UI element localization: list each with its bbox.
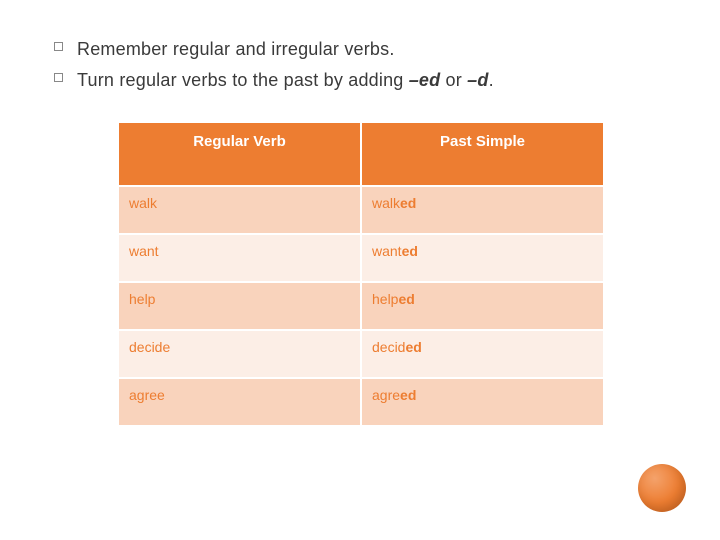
bullet-text: Turn regular verbs to the past by adding… — [77, 67, 494, 94]
cell-past: helped — [361, 282, 604, 330]
cell-base: walk — [118, 186, 361, 234]
past-root: walk — [372, 195, 400, 211]
bullet-item: Remember regular and irregular verbs. — [54, 36, 680, 63]
verb-table: Regular Verb Past Simple walk walked wan… — [117, 121, 605, 427]
table-row: decide decided — [118, 330, 604, 378]
cell-past: walked — [361, 186, 604, 234]
decor-circle-icon — [638, 464, 686, 512]
table-row: walk walked — [118, 186, 604, 234]
cell-past: decided — [361, 330, 604, 378]
cell-base: want — [118, 234, 361, 282]
col-past-simple: Past Simple — [361, 122, 604, 186]
bullet-suffix: . — [489, 70, 494, 90]
bullet-icon — [54, 73, 63, 82]
bullet-mid: or — [440, 70, 467, 90]
past-root: want — [372, 243, 402, 259]
past-suffix: ed — [402, 243, 418, 259]
table-row: agree agreed — [118, 378, 604, 426]
cell-past: wanted — [361, 234, 604, 282]
past-suffix: ed — [405, 339, 421, 355]
bullet-text: Remember regular and irregular verbs. — [77, 36, 395, 63]
cell-past: agreed — [361, 378, 604, 426]
cell-base: help — [118, 282, 361, 330]
cell-base: decide — [118, 330, 361, 378]
bullet-em: –ed — [409, 70, 441, 90]
past-root: help — [372, 291, 398, 307]
past-root: agre — [372, 387, 400, 403]
table-header-row: Regular Verb Past Simple — [118, 122, 604, 186]
bullet-item: Turn regular verbs to the past by adding… — [54, 67, 680, 94]
past-suffix: ed — [400, 387, 416, 403]
past-root: decid — [372, 339, 405, 355]
bullet-em: –d — [467, 70, 488, 90]
col-regular-verb: Regular Verb — [118, 122, 361, 186]
table-row: help helped — [118, 282, 604, 330]
verb-table-wrap: Regular Verb Past Simple walk walked wan… — [114, 118, 608, 430]
content-area: Remember regular and irregular verbs. Tu… — [0, 0, 720, 430]
past-suffix: ed — [398, 291, 414, 307]
bullet-prefix: Turn regular verbs to the past by adding — [77, 70, 409, 90]
cell-base: agree — [118, 378, 361, 426]
bullet-icon — [54, 42, 63, 51]
table-row: want wanted — [118, 234, 604, 282]
past-suffix: ed — [400, 195, 416, 211]
